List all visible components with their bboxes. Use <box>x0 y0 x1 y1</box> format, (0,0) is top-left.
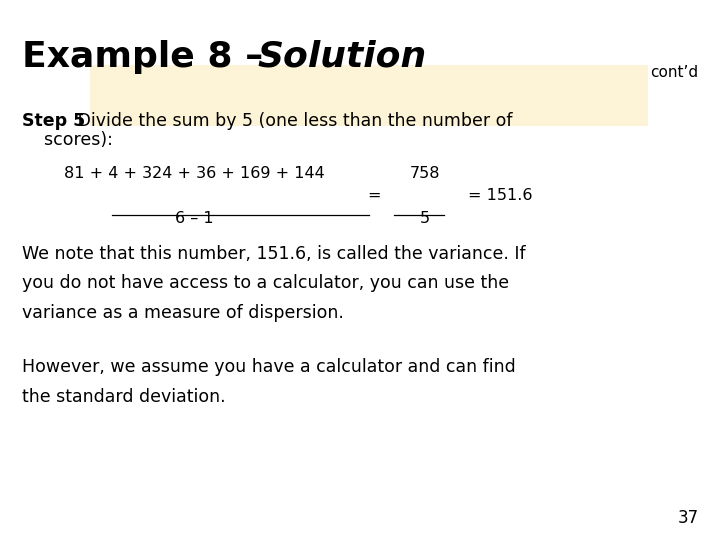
Text: variance as a measure of dispersion.: variance as a measure of dispersion. <box>22 304 343 322</box>
Text: 758: 758 <box>410 166 440 181</box>
Text: =: = <box>368 188 381 203</box>
Text: scores):: scores): <box>22 131 112 150</box>
Text: However, we assume you have a calculator and can find: However, we assume you have a calculator… <box>22 358 516 376</box>
Text: 81 + 4 + 324 + 36 + 169 + 144: 81 + 4 + 324 + 36 + 169 + 144 <box>64 166 325 181</box>
Text: 6 – 1: 6 – 1 <box>175 211 214 226</box>
Text: We note that this number, 151.6, is called the variance. If: We note that this number, 151.6, is call… <box>22 245 525 263</box>
Text: Divide the sum by 5 (one less than the number of: Divide the sum by 5 (one less than the n… <box>72 112 513 131</box>
Text: you do not have access to a calculator, you can use the: you do not have access to a calculator, … <box>22 274 509 293</box>
Text: 37: 37 <box>678 509 698 528</box>
Text: Solution: Solution <box>258 40 427 73</box>
Text: 5: 5 <box>420 211 430 226</box>
Text: = 151.6: = 151.6 <box>468 188 533 203</box>
Text: Step 5: Step 5 <box>22 112 85 131</box>
Text: the standard deviation.: the standard deviation. <box>22 388 225 406</box>
FancyBboxPatch shape <box>90 65 648 126</box>
Text: Example 8 –: Example 8 – <box>22 40 276 73</box>
Text: cont’d: cont’d <box>650 65 698 80</box>
